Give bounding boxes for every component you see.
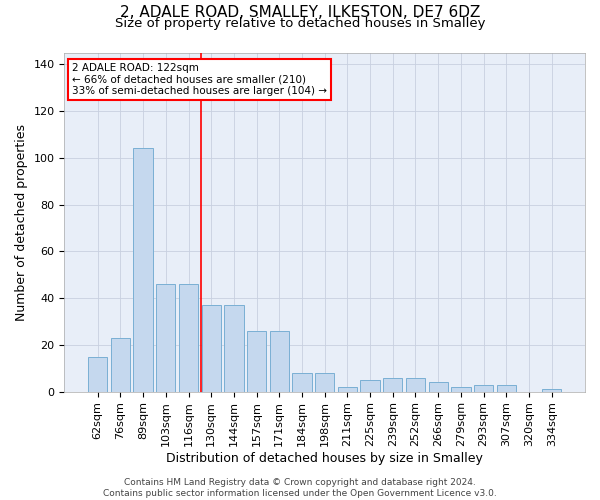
Text: Contains HM Land Registry data © Crown copyright and database right 2024.
Contai: Contains HM Land Registry data © Crown c… bbox=[103, 478, 497, 498]
Bar bbox=[542, 390, 562, 392]
Bar bbox=[292, 373, 311, 392]
Bar bbox=[156, 284, 175, 392]
Bar bbox=[224, 305, 244, 392]
Text: Size of property relative to detached houses in Smalley: Size of property relative to detached ho… bbox=[115, 18, 485, 30]
Bar bbox=[111, 338, 130, 392]
Bar bbox=[497, 384, 516, 392]
Bar bbox=[383, 378, 403, 392]
Bar bbox=[88, 356, 107, 392]
Bar bbox=[338, 387, 357, 392]
Bar bbox=[202, 305, 221, 392]
Bar bbox=[247, 331, 266, 392]
Bar bbox=[315, 373, 334, 392]
Bar bbox=[133, 148, 153, 392]
Bar bbox=[451, 387, 470, 392]
Bar bbox=[428, 382, 448, 392]
Y-axis label: Number of detached properties: Number of detached properties bbox=[15, 124, 28, 320]
Bar bbox=[406, 378, 425, 392]
Text: 2, ADALE ROAD, SMALLEY, ILKESTON, DE7 6DZ: 2, ADALE ROAD, SMALLEY, ILKESTON, DE7 6D… bbox=[120, 5, 480, 20]
X-axis label: Distribution of detached houses by size in Smalley: Distribution of detached houses by size … bbox=[166, 452, 483, 465]
Bar bbox=[269, 331, 289, 392]
Bar bbox=[474, 384, 493, 392]
Bar bbox=[179, 284, 198, 392]
Text: 2 ADALE ROAD: 122sqm
← 66% of detached houses are smaller (210)
33% of semi-deta: 2 ADALE ROAD: 122sqm ← 66% of detached h… bbox=[72, 62, 327, 96]
Bar bbox=[361, 380, 380, 392]
